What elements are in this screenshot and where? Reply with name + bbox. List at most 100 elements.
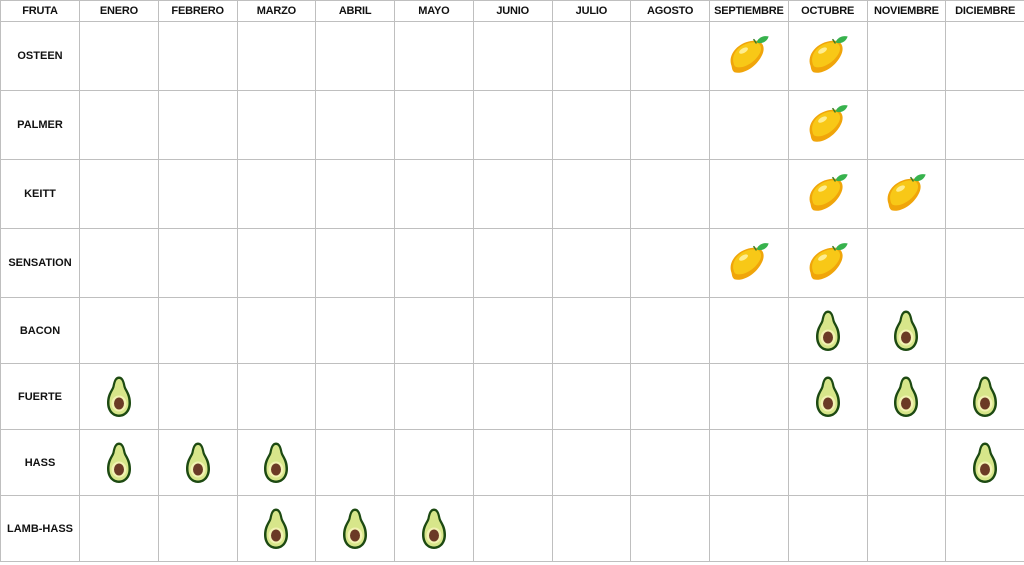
month-cell <box>945 363 1024 430</box>
month-cell <box>472 495 553 562</box>
month-cell <box>315 297 395 364</box>
month-cell <box>551 297 632 364</box>
header-row: FRUTA ENERO FEBRERO MARZO ABRIL MAYO JUN… <box>0 0 1024 22</box>
month-cell <box>236 429 317 496</box>
month-cell <box>709 159 789 229</box>
month-cell <box>709 363 789 430</box>
table-row: FUERTE <box>0 363 1024 430</box>
row-header-fruit: SENSATION <box>0 228 80 298</box>
month-cell <box>394 228 474 298</box>
month-cell <box>551 21 632 91</box>
avocado-icon <box>238 507 315 551</box>
mango-icon <box>868 171 945 217</box>
month-cell <box>157 429 238 496</box>
month-cell <box>157 495 238 562</box>
month-cell <box>394 297 474 364</box>
table-row: KEITT <box>0 159 1024 229</box>
month-cell <box>945 495 1024 562</box>
month-cell <box>394 495 474 562</box>
month-cell <box>866 495 947 562</box>
month-cell <box>79 297 159 364</box>
month-cell <box>472 429 553 496</box>
month-cell <box>472 363 553 430</box>
month-cell <box>472 90 553 160</box>
month-cell <box>79 495 159 562</box>
month-cell <box>472 21 553 91</box>
avocado-icon <box>395 507 472 551</box>
month-cell <box>945 90 1024 160</box>
month-cell <box>709 90 789 160</box>
month-cell <box>394 429 474 496</box>
month-cell <box>79 429 159 496</box>
month-cell <box>236 228 317 298</box>
avocado-icon <box>159 441 236 485</box>
month-cell <box>630 21 710 91</box>
column-header-fruit: FRUTA <box>0 0 80 22</box>
month-cell <box>551 429 632 496</box>
month-cell <box>236 159 317 229</box>
avocado-icon <box>868 309 945 353</box>
month-cell <box>945 297 1024 364</box>
month-cell <box>79 159 159 229</box>
month-cell <box>551 363 632 430</box>
month-cell <box>630 228 710 298</box>
month-cell <box>787 495 868 562</box>
column-header-month: JUNIO <box>472 0 553 22</box>
month-cell <box>157 363 238 430</box>
column-header-month: JULIO <box>551 0 632 22</box>
month-cell <box>866 363 947 430</box>
month-cell <box>630 297 710 364</box>
month-cell <box>315 228 395 298</box>
month-cell <box>551 90 632 160</box>
row-header-fruit: FUERTE <box>0 363 80 430</box>
month-cell <box>866 297 947 364</box>
month-cell <box>709 429 789 496</box>
month-cell <box>945 228 1024 298</box>
month-cell <box>945 21 1024 91</box>
month-cell <box>709 495 789 562</box>
month-cell <box>787 90 868 160</box>
month-cell <box>709 297 789 364</box>
avocado-icon <box>947 375 1024 419</box>
column-header-month: MARZO <box>236 0 317 22</box>
month-cell <box>630 90 710 160</box>
avocado-icon <box>789 309 866 353</box>
table-row: OSTEEN <box>0 21 1024 91</box>
mango-icon <box>789 33 866 79</box>
month-cell <box>866 429 947 496</box>
column-header-month: NOVIEMBRE <box>866 0 947 22</box>
month-cell <box>551 159 632 229</box>
month-cell <box>787 429 868 496</box>
table-row: HASS <box>0 429 1024 496</box>
month-cell <box>394 159 474 229</box>
month-cell <box>709 228 789 298</box>
month-cell <box>315 159 395 229</box>
month-cell <box>394 90 474 160</box>
month-cell <box>315 495 395 562</box>
month-cell <box>157 297 238 364</box>
avocado-icon <box>317 507 394 551</box>
row-header-fruit: HASS <box>0 429 80 496</box>
month-cell <box>79 21 159 91</box>
avocado-icon <box>238 441 315 485</box>
mango-icon <box>789 240 866 286</box>
month-cell <box>236 90 317 160</box>
month-cell <box>866 228 947 298</box>
column-header-month: DICIEMBRE <box>945 0 1024 22</box>
month-cell <box>866 21 947 91</box>
month-cell <box>472 159 553 229</box>
month-cell <box>79 363 159 430</box>
row-header-fruit: KEITT <box>0 159 80 229</box>
row-header-fruit: PALMER <box>0 90 80 160</box>
column-header-month: MAYO <box>394 0 474 22</box>
mango-icon <box>710 33 787 79</box>
column-header-month: SEPTIEMBRE <box>709 0 789 22</box>
month-cell <box>79 228 159 298</box>
month-cell <box>787 297 868 364</box>
month-cell <box>157 90 238 160</box>
month-cell <box>945 429 1024 496</box>
month-cell <box>787 363 868 430</box>
month-cell <box>630 495 710 562</box>
month-cell <box>157 228 238 298</box>
